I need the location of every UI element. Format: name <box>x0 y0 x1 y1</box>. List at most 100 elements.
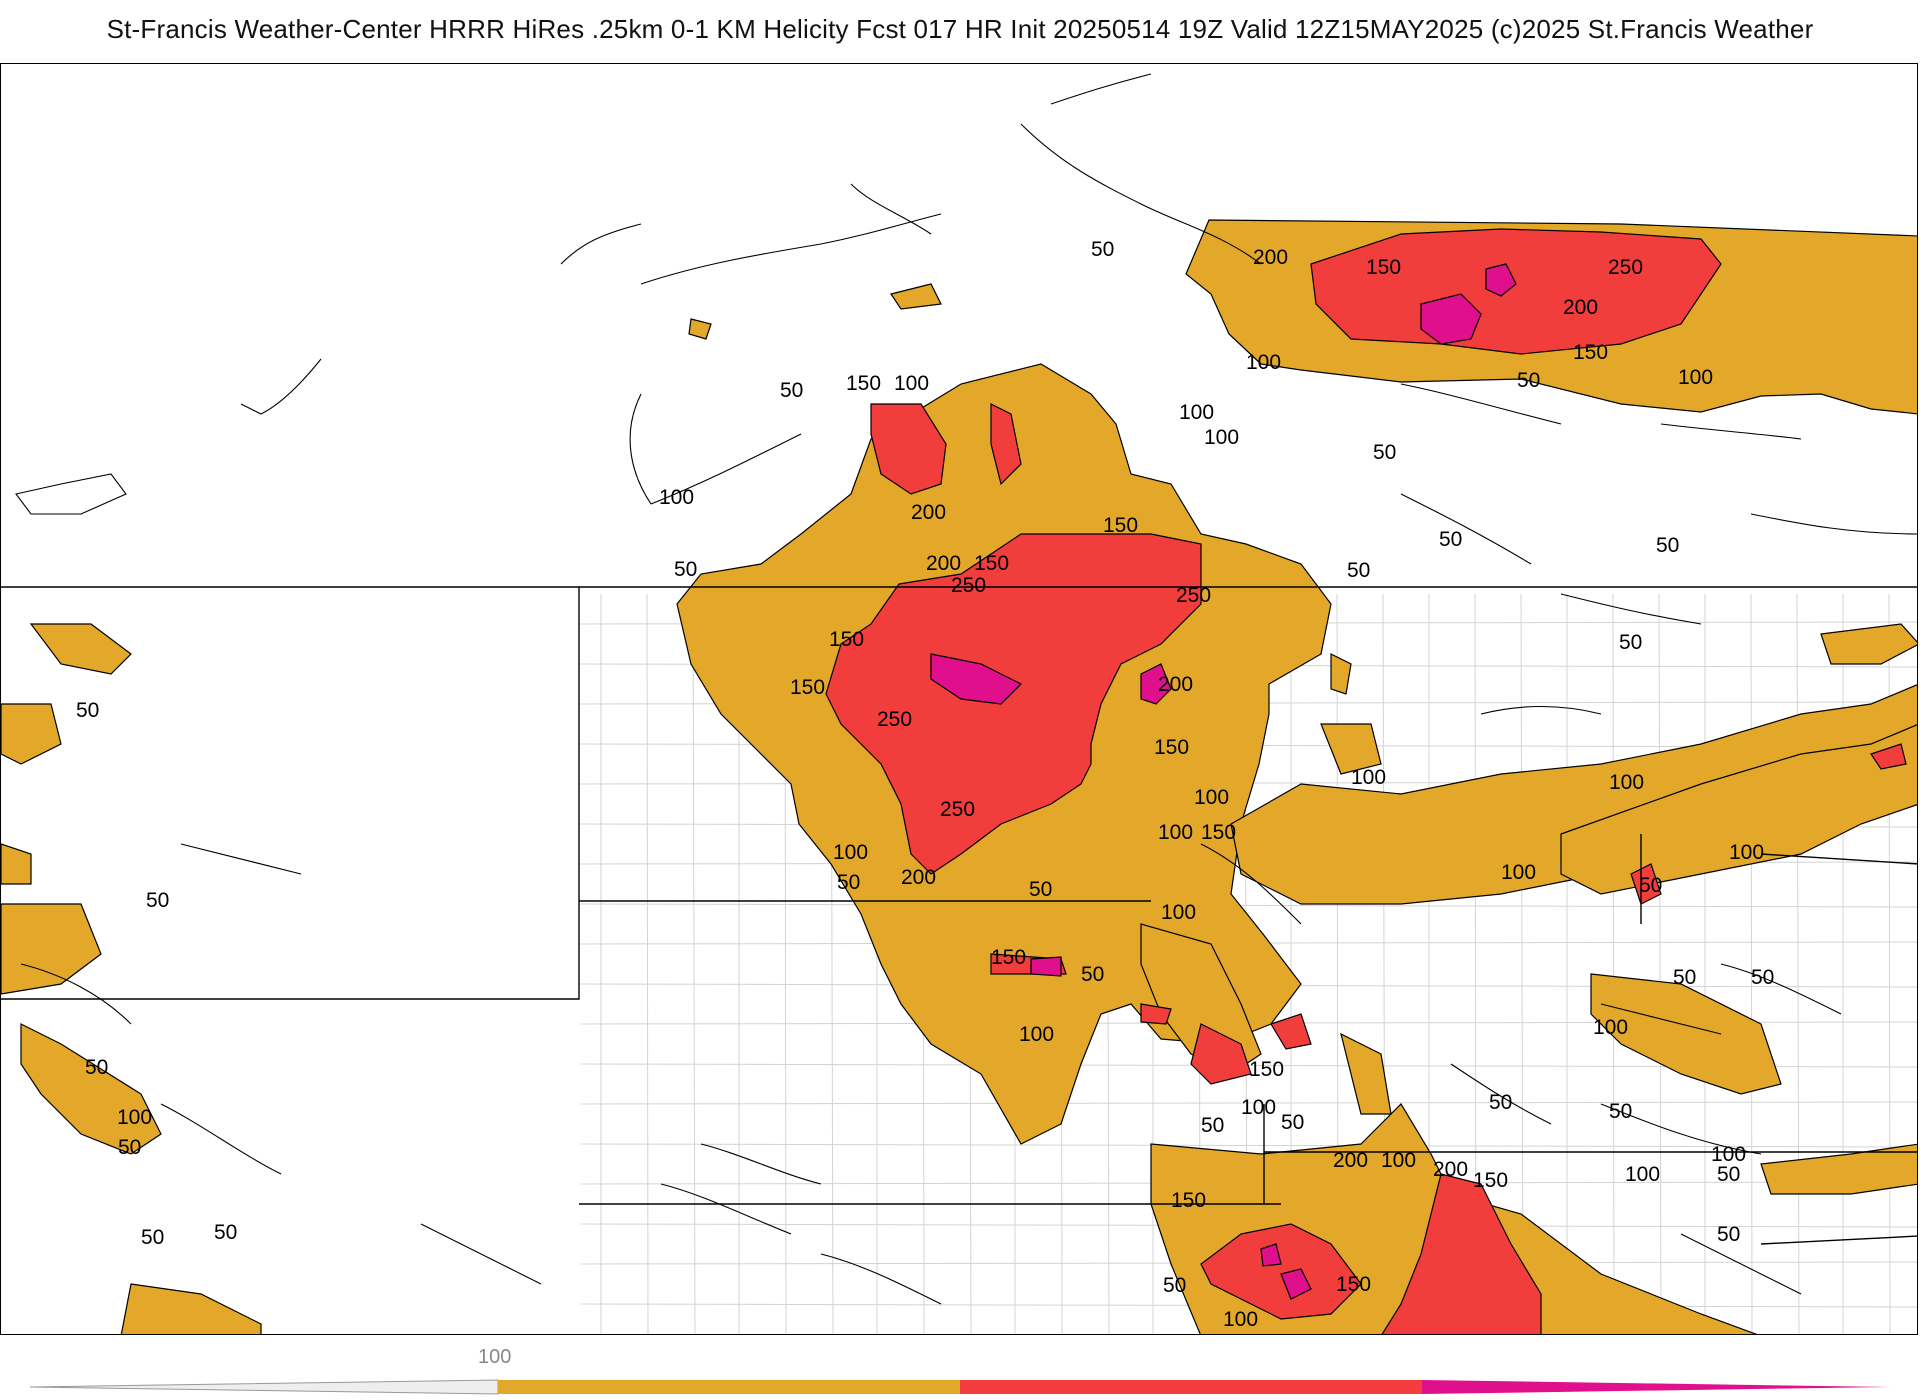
helicity-map: 50 200 150 250 200 150 100 50 100 50 150… <box>0 63 1918 1335</box>
contour-label: 100 <box>1194 786 1229 809</box>
helicity-fill-150-250 <box>825 228 1907 1334</box>
contour-label: 50 <box>837 871 860 894</box>
contour-label: 50 <box>1439 528 1462 551</box>
contour-labels: 50 200 150 250 200 150 100 50 100 50 150… <box>76 238 1774 1331</box>
contour-label: 50 <box>76 699 99 722</box>
contour-label: 50 <box>1201 1114 1224 1137</box>
contour-label: 150 <box>790 676 825 699</box>
colorbar-segment-red <box>960 1380 1422 1394</box>
county-line <box>580 1143 1917 1148</box>
contour-label: 100 <box>1179 401 1214 424</box>
contour-label: 50 <box>1347 559 1370 582</box>
contour-label: 150 <box>1171 1189 1206 1212</box>
contour-label: 100 <box>1678 366 1713 389</box>
contour-label: 50 <box>214 1221 237 1244</box>
colorbar-segment-orange <box>498 1380 960 1394</box>
contour-label: 250 <box>940 798 975 821</box>
contour-label: 200 <box>1253 246 1288 269</box>
county-line <box>646 593 649 1334</box>
contour-label: 100 <box>1711 1143 1746 1166</box>
contour-label: 100 <box>1593 1016 1628 1039</box>
contour-label: 100 <box>1223 1308 1258 1331</box>
contour-label: 50 <box>1673 966 1696 989</box>
contour-label: 200 <box>1158 673 1193 696</box>
contour-label: 100 <box>1246 351 1281 374</box>
county-line <box>1520 593 1524 1334</box>
contour-label: 200 <box>901 866 936 889</box>
contour-label: 150 <box>1336 1273 1371 1296</box>
colorbar-tick-label: 100 <box>478 1346 511 1368</box>
contour-label: 100 <box>894 372 929 395</box>
contour-label: 150 <box>1201 821 1236 844</box>
contour-label: 200 <box>911 501 946 524</box>
contour-label: 50 <box>146 889 169 912</box>
contour-label: 200 <box>926 552 961 575</box>
contour-label: 250 <box>1176 584 1211 607</box>
contour-label: 150 <box>829 628 864 651</box>
contour-label: 50 <box>85 1056 108 1079</box>
contour-label: 50 <box>1609 1100 1632 1123</box>
contour-label: 100 <box>1501 861 1536 884</box>
contour-label: 50 <box>141 1226 164 1249</box>
colorbar-under-triangle <box>29 1379 499 1395</box>
contour-label: 50 <box>1373 441 1396 464</box>
colorbar-segment-magenta <box>1422 1380 1890 1394</box>
contour-label: 100 <box>117 1106 152 1129</box>
contour-label: 50 <box>1081 963 1104 986</box>
contour-label: 100 <box>1351 766 1386 789</box>
contour-label: 50 <box>1029 878 1052 901</box>
contour-label: 100 <box>833 841 868 864</box>
contour-label: 50 <box>118 1136 141 1159</box>
outline-contours <box>15 73 1917 1305</box>
county-line <box>1658 593 1662 1334</box>
contour-label: 50 <box>1281 1111 1304 1134</box>
contour-label: 150 <box>1366 256 1401 279</box>
county-line <box>1750 593 1753 1334</box>
contour-label: 50 <box>1639 874 1662 897</box>
contour-label: 150 <box>1473 1169 1508 1192</box>
contour-label: 50 <box>1489 1091 1512 1114</box>
contour-label: 50 <box>1517 369 1540 392</box>
contour-label: 100 <box>1609 771 1644 794</box>
contour-label: 50 <box>1656 534 1679 557</box>
contour-label: 100 <box>1204 426 1239 449</box>
contour-label: 150 <box>1249 1058 1284 1081</box>
map-title: St-Francis Weather-Center HRRR HiRes .25… <box>106 14 1814 44</box>
contour-label: 100 <box>1161 901 1196 924</box>
state-borders <box>1 586 1917 1245</box>
contour-label: 50 <box>1163 1274 1186 1297</box>
county-line <box>1612 593 1615 1334</box>
contour-label: 200 <box>1333 1149 1368 1172</box>
colorbar: 100 <box>29 1346 1890 1395</box>
contour-label: 100 <box>659 486 694 509</box>
contour-label: 150 <box>974 552 1009 575</box>
contour-label: 150 <box>991 946 1026 969</box>
county-line <box>580 1101 1917 1105</box>
contour-label: 100 <box>1625 1163 1660 1186</box>
contour-label: 200 <box>1563 296 1598 319</box>
contour-label: 150 <box>1103 514 1138 537</box>
contour-label: 50 <box>780 379 803 402</box>
contour-label: 100 <box>1241 1096 1276 1119</box>
contour-label: 50 <box>1091 238 1114 261</box>
contour-label: 250 <box>951 574 986 597</box>
county-line <box>692 593 696 1334</box>
county-line <box>580 903 1917 908</box>
county-line <box>1796 593 1800 1334</box>
map-canvas: 50 200 150 250 200 150 100 50 100 50 150… <box>1 73 1917 1334</box>
contour-label: 50 <box>674 558 697 581</box>
contour-label: 150 <box>1573 341 1608 364</box>
contour-label: 50 <box>1717 1163 1740 1186</box>
contour-label: 100 <box>1381 1149 1416 1172</box>
contour-label: 200 <box>1433 1158 1468 1181</box>
contour-label: 250 <box>877 708 912 731</box>
contour-label: 50 <box>1619 631 1642 654</box>
contour-label: 250 <box>1608 256 1643 279</box>
contour-label: 150 <box>1154 736 1189 759</box>
contour-label: 150 <box>846 372 881 395</box>
contour-label: 50 <box>1717 1223 1740 1246</box>
helicity-fill-250-plus <box>930 263 1517 1300</box>
contour-label: 100 <box>1158 821 1193 844</box>
contour-label: 100 <box>1019 1023 1054 1046</box>
contour-label: 50 <box>1751 966 1774 989</box>
